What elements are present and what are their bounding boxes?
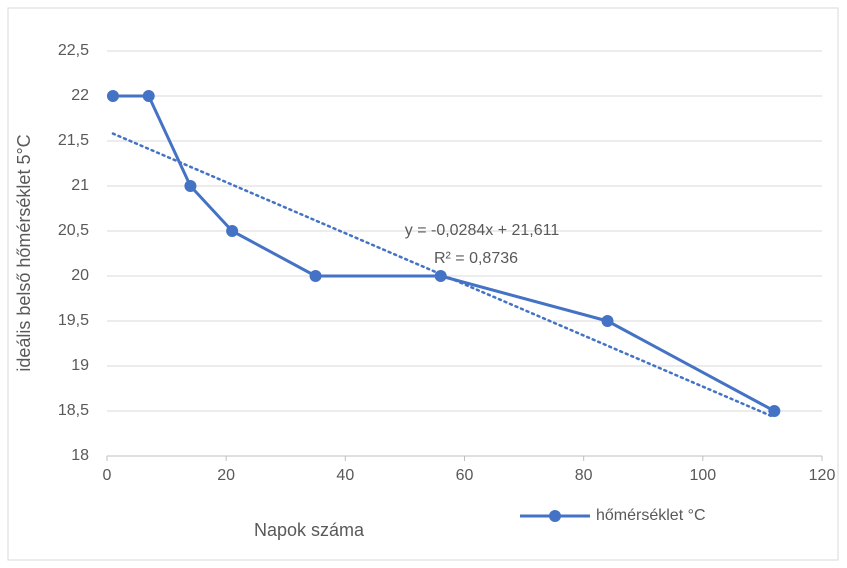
- y-axis-label: ideális belső hőmérséklet 5°C: [14, 134, 34, 371]
- y-tick-label: 20: [71, 267, 89, 284]
- data-point: [309, 270, 322, 282]
- x-tick-label: 120: [809, 467, 836, 484]
- y-tick-label: 22: [71, 87, 89, 104]
- y-tick-label: 18: [71, 447, 89, 464]
- x-tick-label: 80: [575, 467, 593, 484]
- data-point: [142, 90, 155, 102]
- x-axis-label: Napok száma: [254, 520, 365, 540]
- y-tick-label: 21: [71, 177, 89, 194]
- data-point: [434, 270, 447, 282]
- legend-label: hőmérséklet °C: [596, 507, 706, 524]
- x-tick-label: 0: [103, 467, 112, 484]
- data-point: [184, 180, 197, 192]
- trendline-r2: R² = 0,8736: [434, 250, 518, 267]
- y-tick-label: 20,5: [58, 222, 89, 239]
- legend-marker: [549, 510, 561, 522]
- y-tick-label: 18,5: [58, 402, 89, 419]
- data-point: [106, 90, 119, 102]
- trendline-equation: y = -0,0284x + 21,611: [405, 222, 560, 239]
- data-point: [226, 225, 239, 237]
- data-point: [768, 405, 781, 417]
- x-tick-label: 60: [456, 467, 474, 484]
- data-line: [112, 94, 776, 413]
- data-point: [601, 315, 614, 327]
- y-tick-label: 19,5: [58, 312, 89, 329]
- x-tick-label: 20: [217, 467, 235, 484]
- y-tick-label: 19: [71, 357, 89, 374]
- y-tick-label: 22,5: [58, 42, 89, 59]
- x-tick-label: 40: [336, 467, 354, 484]
- y-tick-label: 21,5: [58, 132, 89, 149]
- x-tick-label: 100: [689, 467, 716, 484]
